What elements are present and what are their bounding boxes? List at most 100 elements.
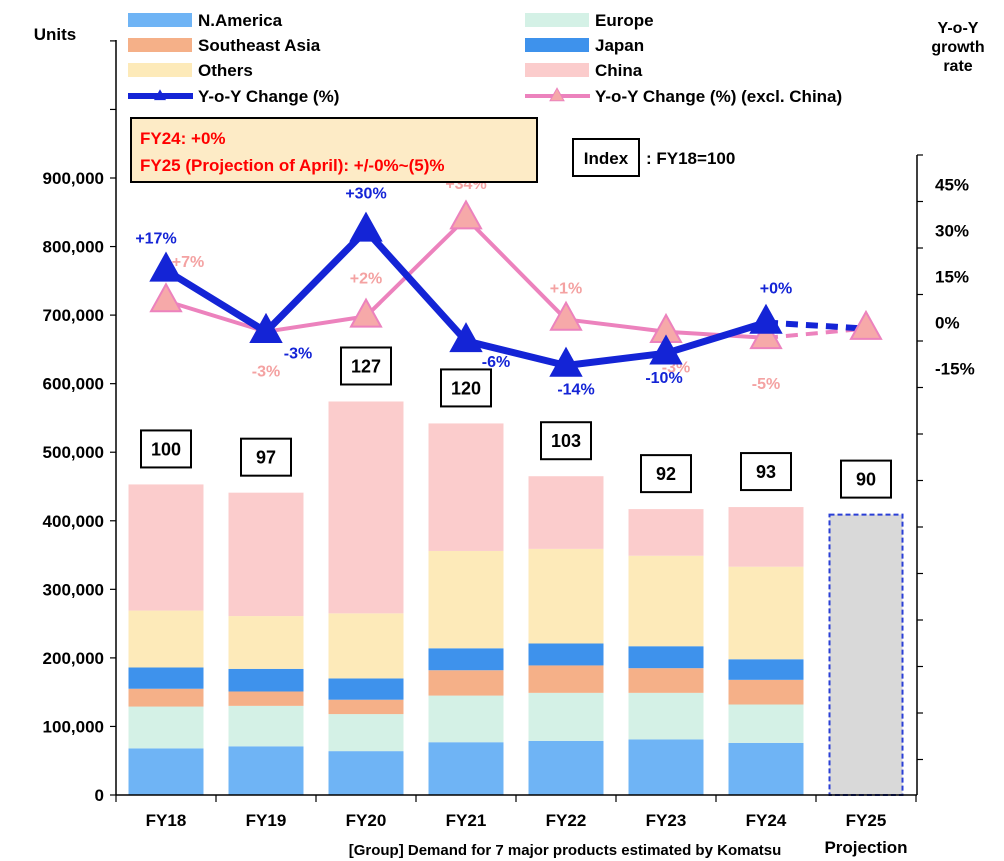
series-marker [449,199,483,230]
data-label: +0% [760,281,792,298]
bar-segment [428,423,504,551]
bar-segment [528,476,604,549]
x-tick-label: FY18 [146,811,187,830]
bar-segment [428,648,504,671]
bar-segment [428,670,504,696]
data-label: +30% [345,185,386,202]
footnote: [Group] Demand for 7 major products esti… [349,842,782,859]
series-marker [449,322,483,353]
lines-layer: +7%-3%+2%+34%+1%-3%-5%+17%-3%+30%-6%-14%… [135,176,883,398]
annotation-box: FY24: +0% FY25 (Projection of April): +/… [130,117,538,183]
bar-segment [328,751,404,795]
bars-layer [128,401,904,796]
legend-swatch [525,13,589,27]
annotation-box-frame [130,117,538,183]
legend-swatch [128,13,192,27]
x-tick-label: FY20 [346,811,387,830]
data-label: -5% [752,376,780,393]
bar-segment [328,613,404,679]
index-value-label: 100 [151,439,181,459]
data-label: -3% [252,364,280,381]
index-box [640,454,692,494]
index-value-label: 93 [756,462,776,482]
bar-segment [728,659,804,680]
bar-segment [528,548,604,644]
bar-segment [228,616,304,669]
data-label: +17% [135,230,176,247]
legend-swatch [128,63,192,77]
bar-segment [128,484,204,611]
data-label: +7% [172,254,204,271]
bar-segment [228,668,304,692]
index-note-frame [572,138,640,177]
left-tick-label: 600,000 [43,375,104,394]
legend-label: N.America [198,11,283,30]
series-marker [149,251,183,282]
right-tick-label: 15% [935,267,969,286]
left-tick-label: 300,000 [43,580,104,599]
axes-layer: 0 100,000 200,000 300,000 400,000 500,000 600,… [43,40,975,857]
left-tick-label: 0 [95,786,104,805]
series-marker [749,303,783,334]
index-value-label: 97 [256,448,276,468]
bar-segment [328,401,404,614]
index-layer: 100 97 127 120 103 92 93 90 [140,346,892,499]
bar-segment [128,748,204,795]
bar-segment [728,566,804,660]
projection-marker [849,309,883,340]
x-tick-sublabel: Projection [824,838,907,857]
legend: N.America Europe Southeast Asia Japan Others… [128,11,842,106]
series-marker [249,312,283,343]
series-marker [149,282,183,313]
x-tick-label: FY24 [746,811,787,830]
left-tick-label: 800,000 [43,238,104,257]
index-value-label: 127 [351,356,381,376]
annotation-fy25: FY25 (Projection of April): +/-0%~(5)% [140,156,444,175]
bar-segment [128,610,204,668]
projection-bar [828,513,904,796]
series-marker [749,319,783,350]
data-label: -6% [482,354,510,371]
series-marker [649,334,683,365]
bar-segment [628,555,704,647]
data-label: -3% [284,346,312,363]
bar-segment [528,665,604,693]
left-tick-label: 100,000 [43,717,104,736]
legend-swatch [525,38,589,52]
bar-segment [528,643,604,666]
legend-label: Europe [595,11,654,30]
projection-line [765,319,867,332]
index-value-label: 92 [656,464,676,484]
bar-segment [628,739,704,795]
data-label: -10% [645,370,682,387]
bar-segment [428,742,504,795]
index-box [440,368,492,408]
x-tick-label: FY21 [446,811,487,830]
index-note: Index : FY18=100 [572,138,735,177]
left-tick-label: 700,000 [43,306,104,325]
bar-segment [128,688,204,707]
data-label: -14% [557,381,594,398]
legend-swatch [525,63,589,77]
bar-segment [728,507,804,567]
bar-segment [628,692,704,740]
index-note-box: Index [584,149,629,168]
index-value-label: 120 [451,378,481,398]
series-marker [549,346,583,377]
right-tick-label: 30% [935,221,969,240]
bar-segment [228,705,304,747]
left-tick-label: 500,000 [43,443,104,462]
bar-segment [328,678,404,700]
bar-segment [428,695,504,743]
index-box [140,429,192,469]
legend-swatch [128,38,192,52]
bar-segment [228,746,304,795]
legend-label: Y-o-Y Change (%) [198,87,339,106]
series-line [165,216,767,340]
series-marker [349,297,383,328]
legend-label: Y-o-Y Change (%) (excl. China) [595,87,842,106]
legend-label: Japan [595,36,644,55]
index-note-text: : FY18=100 [646,149,735,168]
legend-label: Others [198,61,253,80]
